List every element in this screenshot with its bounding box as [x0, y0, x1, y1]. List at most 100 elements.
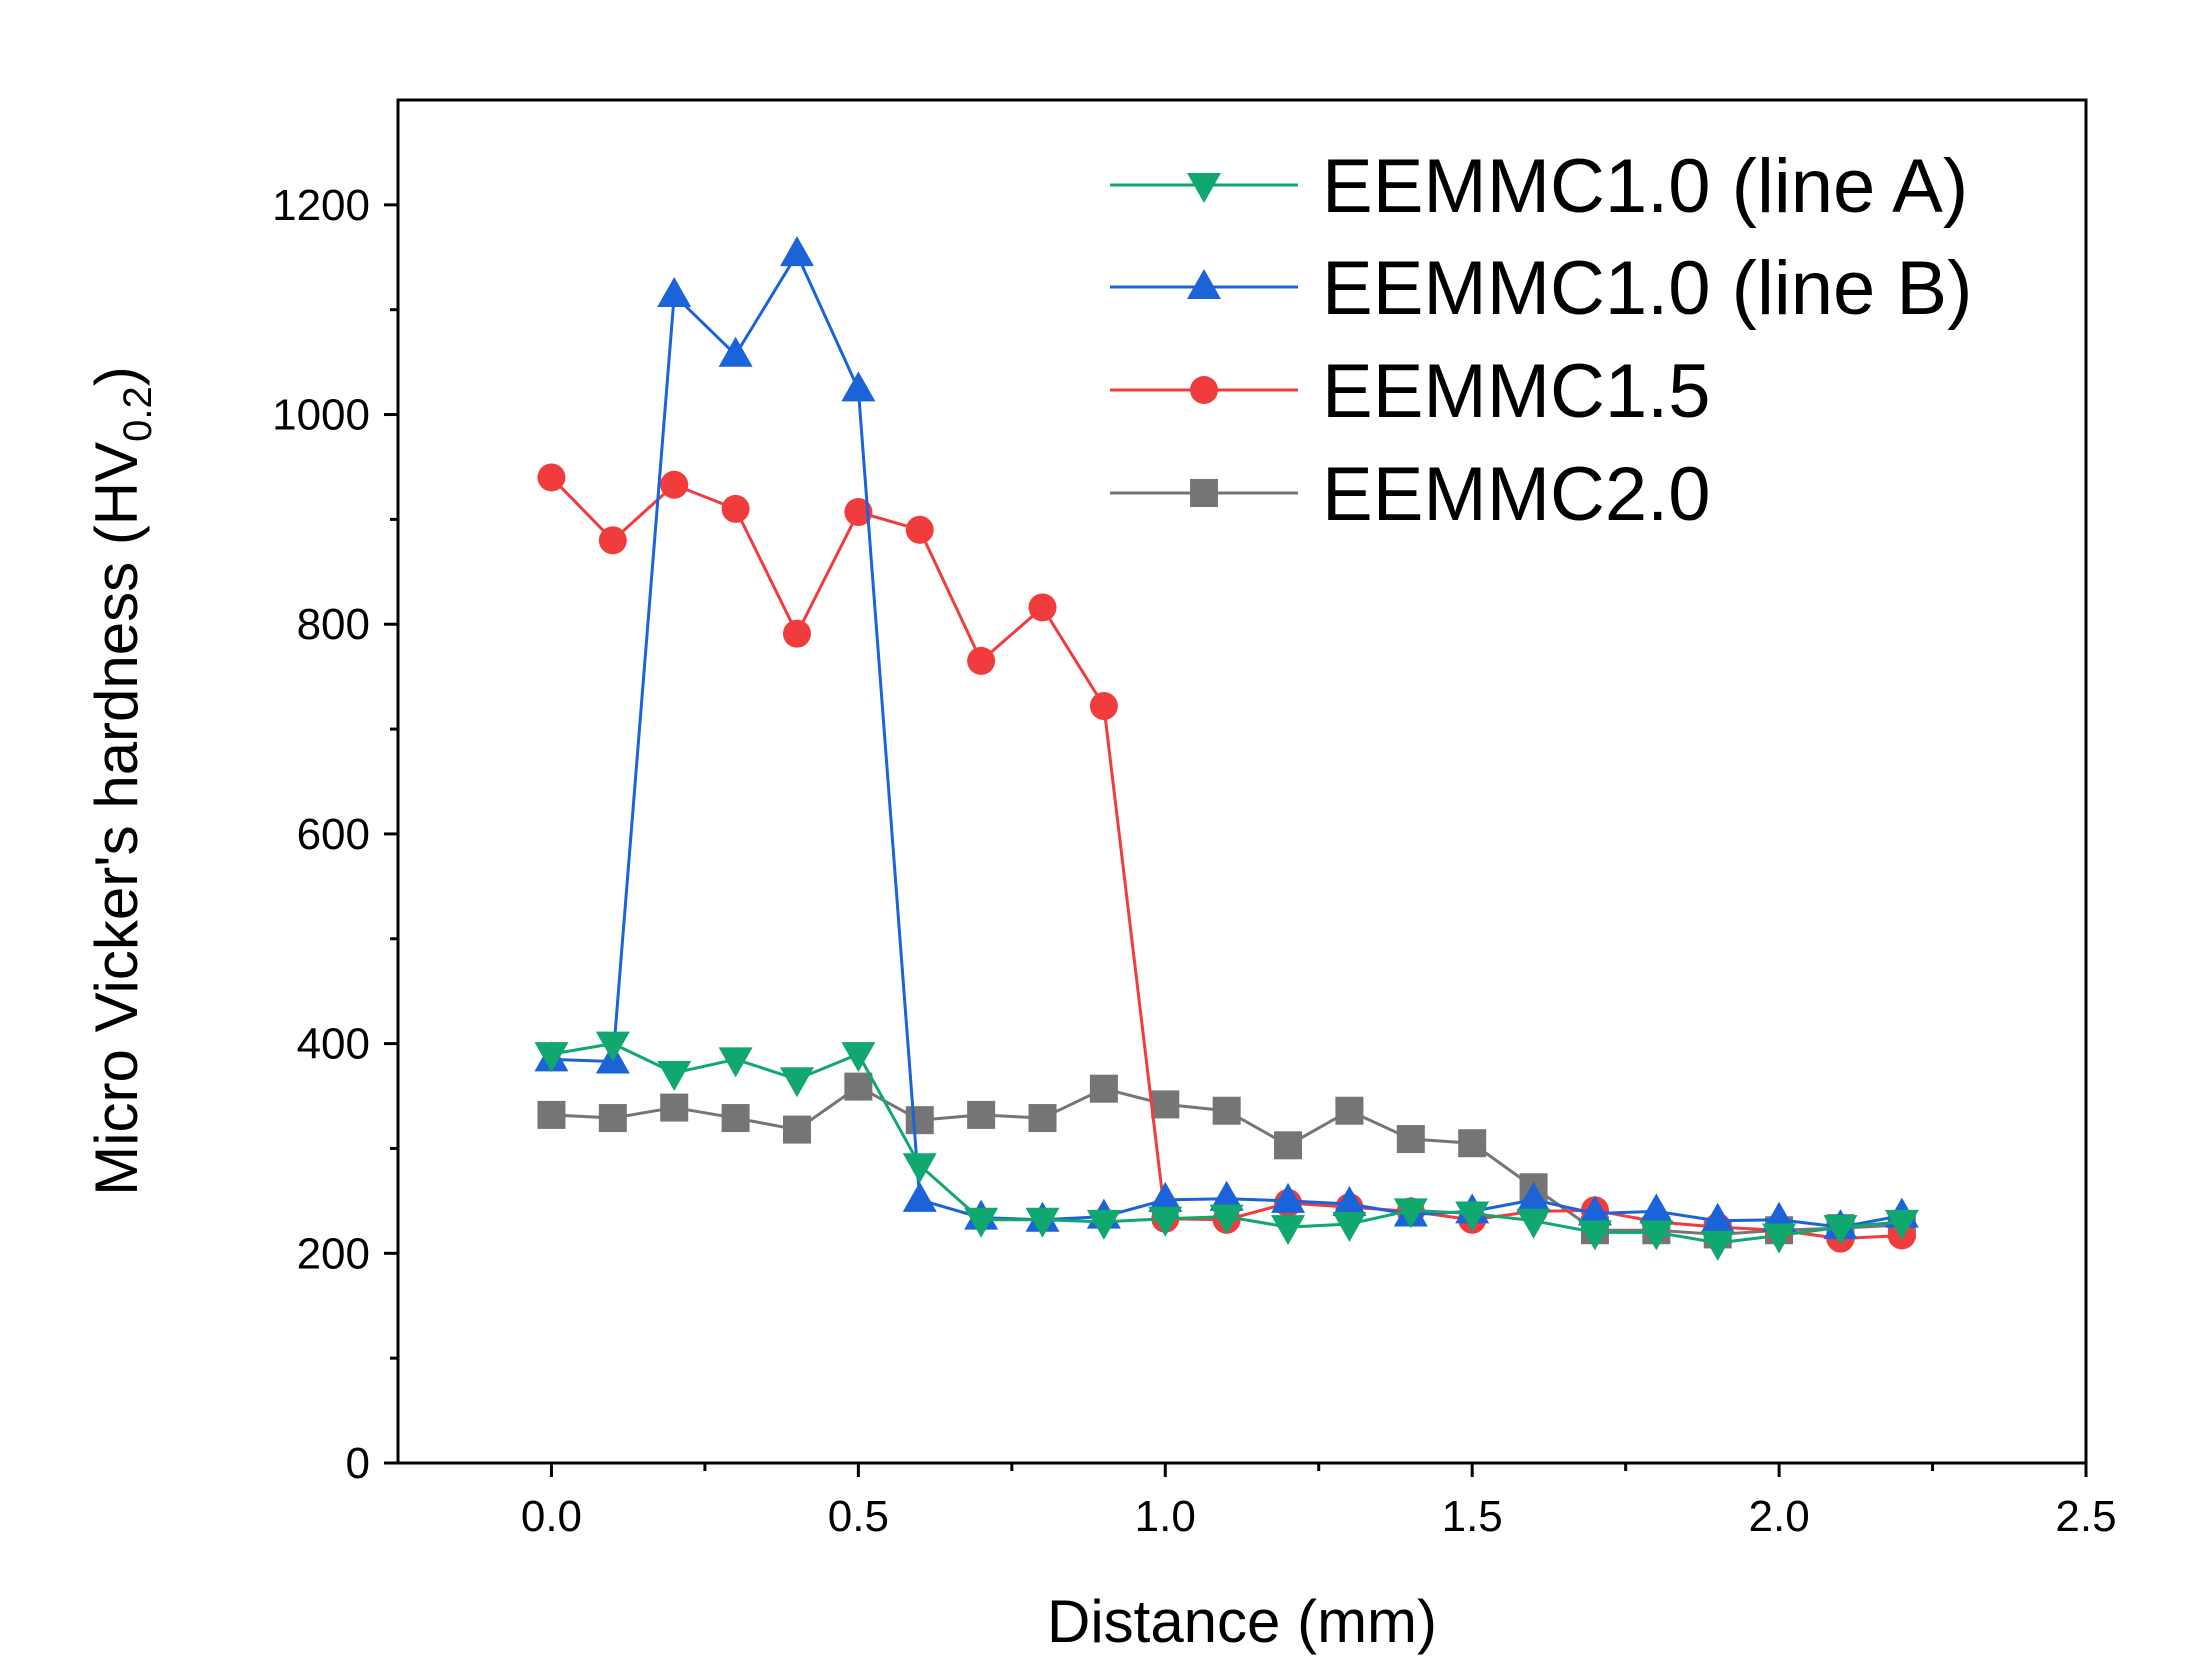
- data-point-eemmc2-0: [537, 1100, 566, 1129]
- data-point-eemmc2-0: [1396, 1125, 1425, 1154]
- data-point-eemmc1-0-line-b: [1516, 1181, 1551, 1212]
- data-point-eemmc1-0-line-a: [718, 1047, 753, 1078]
- y-axis: 0 200 400 600 800 1000 1200: [272, 181, 398, 1488]
- data-point-eemmc1-5: [782, 619, 811, 648]
- data-point-eemmc1-0-line-a: [1455, 1201, 1490, 1232]
- data-point-eemmc1-0-line-b: [1271, 1182, 1306, 1213]
- data-point-eemmc1-0-line-a: [1639, 1220, 1674, 1251]
- data-point-eemmc1-0-line-b: [718, 336, 753, 367]
- y-tick-label: 1200: [272, 181, 370, 230]
- data-point-eemmc1-0-line-a: [1762, 1223, 1797, 1254]
- data-point-eemmc1-5: [967, 646, 996, 675]
- data-point-eemmc1-5: [598, 526, 627, 555]
- data-point-eemmc1-0-line-a: [1393, 1198, 1428, 1229]
- data-point-eemmc2-0: [1458, 1129, 1487, 1158]
- y-tick-label: 800: [297, 600, 370, 649]
- data-point-eemmc1-0-line-a: [595, 1031, 630, 1062]
- data-point-eemmc2-0: [1274, 1131, 1303, 1160]
- legend-label: EEMMC1.0 (line A): [1322, 144, 1968, 229]
- data-point-eemmc1-0-line-b: [1148, 1181, 1183, 1212]
- x-tick-label: 2.0: [1749, 1492, 1810, 1541]
- data-point-eemmc1-0-line-a: [779, 1067, 814, 1098]
- data-point-eemmc1-0-line-a: [1516, 1208, 1551, 1239]
- data-point-eemmc1-0-line-a: [1209, 1204, 1244, 1235]
- series-eemmc1-5: [537, 463, 1916, 1253]
- data-point-eemmc1-0-line-a: [1332, 1211, 1367, 1242]
- legend-item-eemmc1-0-line-b: EEMMC1.0 (line B): [1110, 246, 1972, 331]
- data-point-eemmc1-0-line-b: [1332, 1186, 1367, 1217]
- data-point-eemmc2-0: [1151, 1090, 1180, 1119]
- data-point-eemmc2-0: [967, 1100, 996, 1129]
- x-tick-label: 0.5: [828, 1492, 889, 1541]
- data-point-eemmc1-0-line-b: [1577, 1195, 1612, 1226]
- y-tick-label: 400: [297, 1020, 370, 1069]
- data-point-eemmc2-0: [1212, 1096, 1241, 1125]
- data-point-eemmc1-0-line-a: [902, 1153, 937, 1184]
- data-point-eemmc1-0-line-b: [841, 371, 876, 402]
- data-point-eemmc1-5: [905, 515, 934, 544]
- data-point-eemmc2-0: [660, 1093, 689, 1122]
- data-point-eemmc2-0: [782, 1115, 811, 1144]
- legend-marker: [1187, 173, 1221, 203]
- legend-label: EEMMC2.0: [1322, 452, 1711, 537]
- plot-frame: [396, 98, 2088, 1465]
- data-point-eemmc1-0-line-a: [1700, 1230, 1735, 1261]
- series-layer: [534, 236, 1919, 1261]
- data-point-eemmc2-0: [1028, 1104, 1057, 1133]
- data-point-eemmc1-0-line-b: [1209, 1180, 1244, 1211]
- x-axis-title: Distance (mm): [1047, 1588, 1437, 1655]
- data-point-eemmc1-0-line-a: [1577, 1220, 1612, 1251]
- data-point-eemmc1-0-line-a: [657, 1060, 692, 1091]
- data-point-eemmc2-0: [598, 1104, 627, 1133]
- data-point-eemmc1-0-line-b: [1700, 1202, 1735, 1233]
- data-point-eemmc1-0-line-a: [1271, 1215, 1306, 1246]
- y-axis-title-main: Micro Vicker's hardness (HV: [83, 442, 150, 1196]
- y-tick-label: 0: [346, 1439, 370, 1488]
- data-point-eemmc1-0-line-a: [1884, 1209, 1919, 1240]
- legend-item-eemmc2-0: EEMMC2.0: [1110, 452, 1711, 537]
- data-point-eemmc1-0-line-a: [1148, 1206, 1183, 1237]
- data-point-eemmc1-0-line-a: [964, 1207, 999, 1238]
- y-tick-label: 600: [297, 810, 370, 859]
- data-point-eemmc1-0-line-a: [534, 1042, 569, 1073]
- data-point-eemmc1-5: [721, 494, 750, 523]
- y-tick-label: 200: [297, 1229, 370, 1278]
- data-point-eemmc2-0: [721, 1104, 750, 1133]
- data-point-eemmc1-5: [537, 463, 566, 492]
- legend-marker: [1190, 479, 1218, 507]
- legend-item-eemmc1-5: EEMMC1.5: [1110, 349, 1711, 434]
- data-point-eemmc2-0: [1089, 1074, 1118, 1103]
- x-tick-label: 0.0: [521, 1492, 582, 1541]
- data-point-eemmc1-5: [660, 470, 689, 499]
- data-point-eemmc1-5: [844, 498, 873, 527]
- data-point-eemmc1-0-line-a: [1823, 1215, 1858, 1246]
- data-point-eemmc2-0: [1335, 1096, 1364, 1125]
- x-tick-label: 1.5: [1442, 1492, 1503, 1541]
- data-point-eemmc2-0: [844, 1072, 873, 1101]
- series-eemmc1-0-line-a: [534, 1031, 1919, 1261]
- data-point-eemmc1-0-line-a: [841, 1042, 876, 1073]
- data-point-eemmc2-0: [905, 1106, 934, 1135]
- legend-label: EEMMC1.0 (line B): [1322, 246, 1972, 331]
- data-point-eemmc1-0-line-a: [1025, 1207, 1060, 1238]
- data-point-eemmc1-0-line-b: [902, 1181, 937, 1212]
- legend-label: EEMMC1.5: [1322, 349, 1711, 434]
- data-point-eemmc1-0-line-b: [1639, 1193, 1674, 1224]
- data-point-eemmc1-0-line-b: [657, 277, 692, 308]
- legend: EEMMC1.0 (line A) EEMMC1.0 (line B) EEMMC1…: [1110, 144, 1972, 537]
- x-tick-label: 1.0: [1135, 1492, 1196, 1541]
- legend-item-eemmc1-0-line-a: EEMMC1.0 (line A): [1110, 144, 1968, 229]
- y-axis-title: Micro Vicker's hardness (HV0.2): [83, 366, 160, 1196]
- data-point-eemmc1-5: [1089, 692, 1118, 721]
- data-point-eemmc1-5: [1028, 593, 1057, 622]
- y-axis-title-subscript: 0.2: [116, 386, 160, 442]
- legend-marker: [1190, 376, 1218, 404]
- y-tick-label: 1000: [272, 391, 370, 440]
- x-axis: 0.0 0.5 1.0 1.5 2.0 2.5: [521, 1463, 2117, 1541]
- x-tick-label: 2.5: [2055, 1492, 2116, 1541]
- series-eemmc1-0-line-b: [534, 236, 1919, 1240]
- legend-marker: [1187, 269, 1221, 299]
- y-axis-title-close: ): [83, 366, 150, 386]
- data-point-eemmc1-0-line-b: [779, 236, 814, 267]
